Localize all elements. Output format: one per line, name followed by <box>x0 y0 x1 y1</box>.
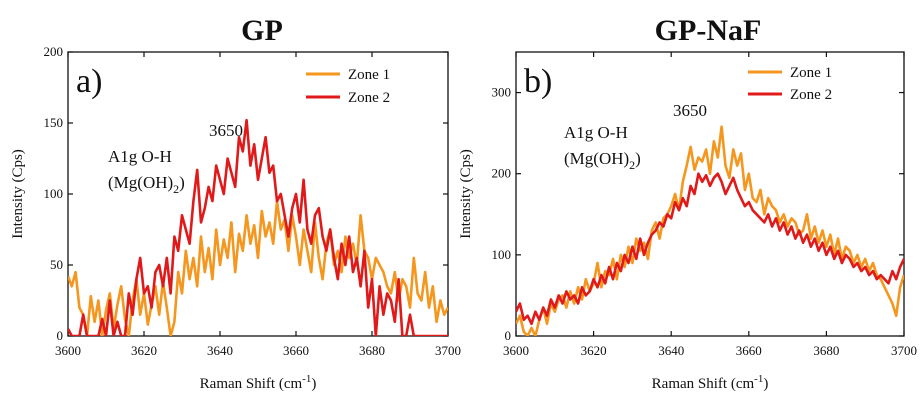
x-axis-label: Raman Shift (cm-1) <box>200 373 317 392</box>
y-axis-label: Intensity (Cps) <box>10 149 26 239</box>
legend-label: Zone 2 <box>348 90 390 106</box>
y-axis-label: Intensity (Cps) <box>458 149 474 239</box>
panel-label: a) <box>76 63 102 100</box>
x-tick-label: 3700 <box>891 343 917 358</box>
series-line-zone-2 <box>68 118 448 336</box>
x-tick-label: 3600 <box>503 343 529 358</box>
y-tick-label: 0 <box>505 328 512 343</box>
y-tick-label: 200 <box>492 166 512 181</box>
y-tick-label: 200 <box>44 44 64 59</box>
x-tick-label: 3700 <box>435 343 461 358</box>
band-annotation-line2: (Mg(OH)2) <box>108 173 185 196</box>
x-tick-label: 3660 <box>736 343 762 358</box>
y-tick-label: 0 <box>57 328 64 343</box>
x-tick-label: 3620 <box>581 343 607 358</box>
legend-label: Zone 1 <box>790 65 832 81</box>
chart-title: GP <box>241 14 283 47</box>
y-tick-label: 300 <box>492 85 512 100</box>
x-tick-label: 3680 <box>359 343 385 358</box>
chart-panel-gp-naf: GP-NaF 0 100 200 300 3600 3620 3640 3660 3680 3700… <box>458 14 917 392</box>
panel-label: b) <box>524 63 552 100</box>
plot-frame <box>515 51 905 337</box>
y-tick-label: 100 <box>44 186 64 201</box>
peak-annotation: 3650 <box>673 101 707 120</box>
chart-title: GP-NaF <box>655 14 762 47</box>
band-annotation-line1: A1g O-H <box>564 123 628 142</box>
peak-annotation: 3650 <box>209 121 243 140</box>
y-tick-label: 50 <box>50 257 63 272</box>
y-tick-label: 150 <box>44 115 64 130</box>
x-tick-label: 3640 <box>658 343 684 358</box>
series-line-zone-1 <box>68 199 448 336</box>
band-annotation-line1: A1g O-H <box>108 147 172 166</box>
series-line-zone-2 <box>516 172 904 326</box>
x-tick-label: 3640 <box>207 343 233 358</box>
legend-label: Zone 1 <box>348 67 390 83</box>
x-tick-label: 3660 <box>283 343 309 358</box>
x-tick-label: 3680 <box>813 343 839 358</box>
x-tick-label: 3620 <box>131 343 157 358</box>
chart-panel-gp: GP 0 50 100 150 200 3600 3620 3640 3660 3680 3700 a)… <box>10 14 461 392</box>
x-tick-label: 3600 <box>55 343 81 358</box>
y-tick-label: 100 <box>492 247 512 262</box>
band-annotation-line2: (Mg(OH)2) <box>564 149 641 172</box>
legend-label: Zone 2 <box>790 87 832 103</box>
x-axis-label: Raman Shift (cm-1) <box>652 373 769 392</box>
